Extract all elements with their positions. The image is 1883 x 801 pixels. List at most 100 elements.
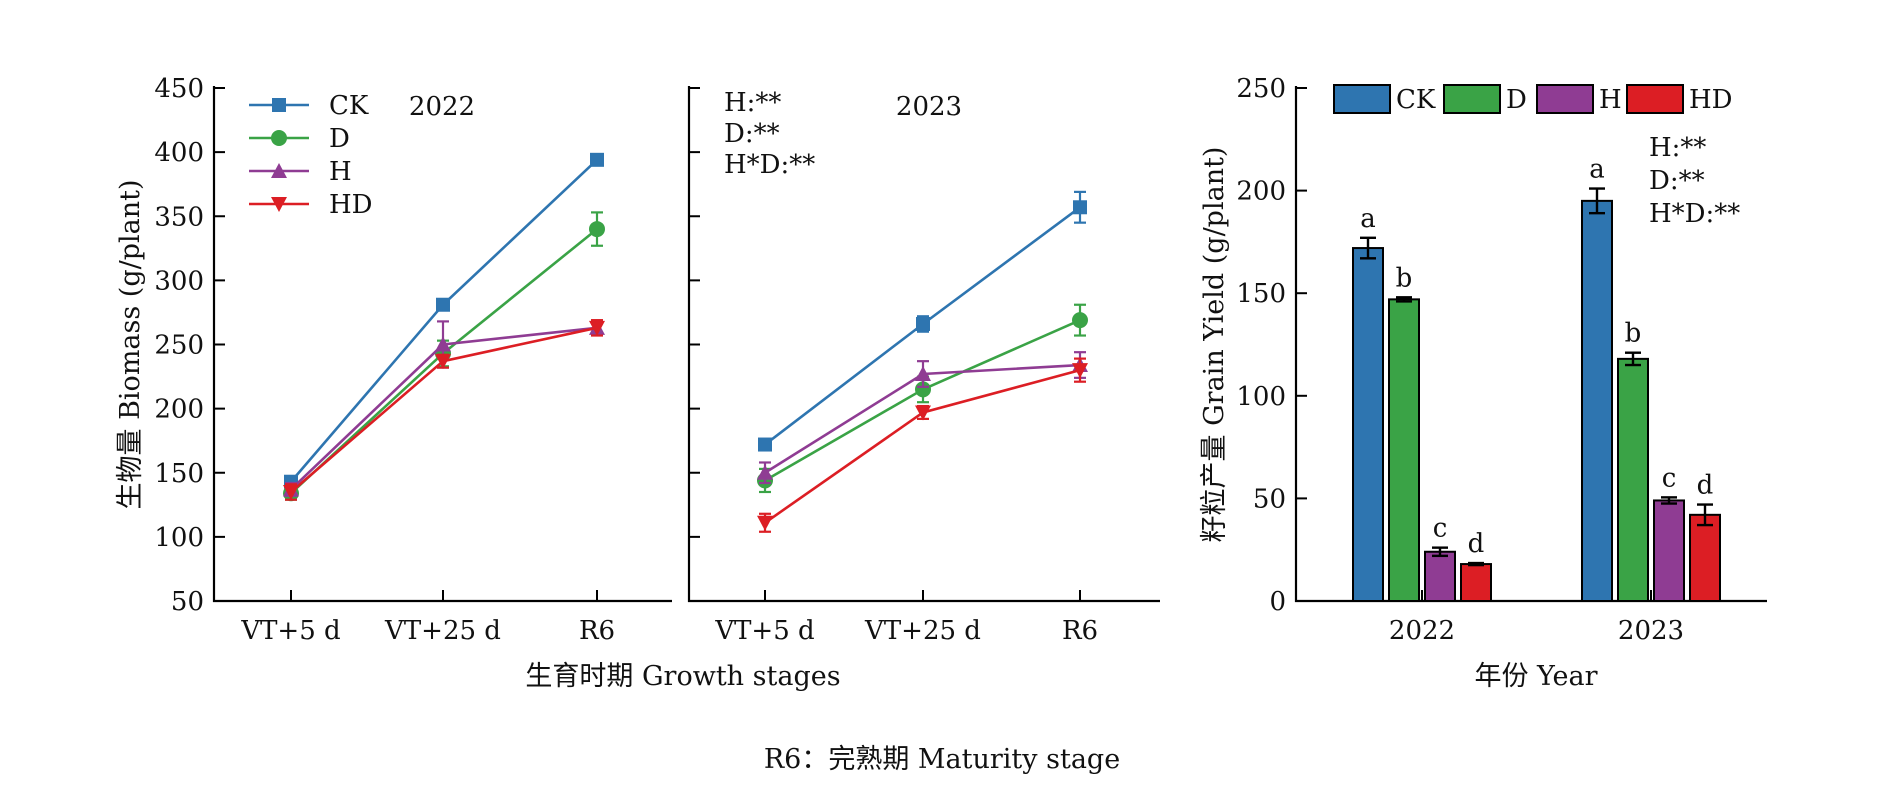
data-point-ck [1073,200,1087,215]
legend-entry-ck: CK [1333,84,1436,115]
y-tick-label: 50 [1253,484,1286,514]
series-h [283,319,605,497]
significance-letter: a [1360,204,1376,234]
significance-annotation: H:** [1649,133,1706,163]
x-axis-label: 年份 Year [1474,661,1597,692]
series-h [757,351,1088,485]
series-h: cc [1424,463,1685,603]
x-tick-label-vt-25-d: VT+25 d [384,616,501,646]
legend-label-ck: CK [329,91,369,121]
series-hd [283,319,605,501]
significance-letter: b [1625,319,1642,349]
biomass-2022-panel: 50 100 150 200 250 300 350 400 450 VT+5 d VT+25 d R… [115,74,672,646]
y-axis-label: 生物量 Biomass (g/plant) [115,179,146,509]
series-ck: aa [1352,155,1613,603]
data-point-d [1072,312,1088,329]
data-point-ck [758,437,772,452]
panel-title: 2022 [409,92,475,122]
legend-entry-ck: CK [249,91,369,121]
x-tick-label-vt-5-d: VT+5 d [714,616,814,646]
data-point-hd [757,515,773,531]
data-point-hd [589,320,605,336]
bar-h-2023 [1653,499,1685,602]
y-tick-label: 200 [154,395,204,425]
y-tick-label: 0 [1269,587,1286,617]
significance-annotation: H*D:** [724,150,815,180]
y-tick-label: 250 [1236,74,1286,104]
bar-ck-2022 [1352,247,1384,602]
legend-entry-d: D [249,124,350,154]
x-tick-label-vt-25-d: VT+25 d [864,616,981,646]
x-tick-label-2022: 2022 [1389,616,1455,646]
significance-letter: c [1662,463,1677,493]
legend-marker-d [271,130,287,146]
series-d: bb [1388,263,1649,603]
legend-swatch-hd [1626,84,1684,114]
significance-letter: b [1396,263,1413,293]
series-ck [758,190,1087,452]
legend-entry-hd: HD [1626,84,1733,115]
data-point-d [589,221,605,238]
legend-label-d: D [1506,85,1527,115]
significance-annotation: D:** [724,119,780,149]
significance-letter: a [1589,155,1605,185]
legend-entry-h: H [1536,84,1622,115]
y-tick-label: 150 [1236,279,1286,309]
y-tick-label: 450 [154,74,204,104]
legend-entry-h: H [249,157,352,187]
data-point-ck [916,316,930,331]
y-tick-label: 100 [154,523,204,553]
legend-marker-ck [272,98,286,112]
bar-hd-2022 [1460,563,1492,603]
data-point-ck [436,297,450,312]
data-point-h [915,365,931,381]
significance-annotation: D:** [1649,166,1705,196]
legend-label-d: D [329,124,350,154]
bar-d-2022 [1388,298,1420,602]
y-tick-label: 250 [154,331,204,361]
legend-entry-hd: HD [249,190,373,220]
y-tick-label: 300 [154,266,204,296]
bar-d-2023 [1617,357,1649,603]
growth-stages-xlabel: 生育时期 Growth stages [525,661,840,692]
y-tick-label: 50 [171,587,204,617]
significance-letter: d [1468,529,1485,559]
significance-letter: c [1433,514,1448,544]
x-tick-label-vt-5-d: VT+5 d [240,616,340,646]
legend-swatch-h [1536,84,1594,114]
x-tick-label-r6: R6 [1062,616,1098,646]
bar-h-2022 [1424,550,1456,603]
biomass-2023-panel: VT+5 d VT+25 d R6 2023 H:**D:**H*D:** [687,86,1160,646]
y-tick-label: 100 [1236,382,1286,412]
data-point-hd [1072,363,1088,379]
series-hd [757,357,1088,533]
data-point-d [915,381,931,398]
series-hd: dd [1460,471,1721,603]
x-tick-label-2023: 2023 [1618,616,1684,646]
y-axis-label: 籽粒产量 Grain Yield (g/plant) [1199,147,1230,543]
legend-marker-h [271,163,287,178]
legend-entry-d: D [1443,84,1527,115]
data-point-h [757,464,773,480]
legend-label-hd: HD [329,190,373,220]
legend-label-h: H [1599,85,1622,115]
x-tick-label-r6: R6 [579,616,615,646]
y-tick-label: 350 [154,202,204,232]
footnote: R6：完熟期 Maturity stage [764,744,1120,775]
significance-letter: d [1697,471,1714,501]
legend-swatch-ck [1333,84,1391,114]
significance-annotation: H:** [724,88,781,118]
data-point-ck [590,152,604,167]
legend-label-h: H [329,157,352,187]
series-d [757,303,1088,494]
significance-annotation: H*D:** [1649,199,1740,229]
data-point-hd [435,354,451,370]
legend-marker-hd [271,197,287,212]
legend-label-ck: CK [1396,85,1436,115]
data-point-hd [283,484,299,500]
bar-hd-2023 [1689,513,1721,602]
data-point-h [435,336,451,352]
y-tick-label: 150 [154,459,204,489]
legend-label-hd: HD [1689,85,1733,115]
